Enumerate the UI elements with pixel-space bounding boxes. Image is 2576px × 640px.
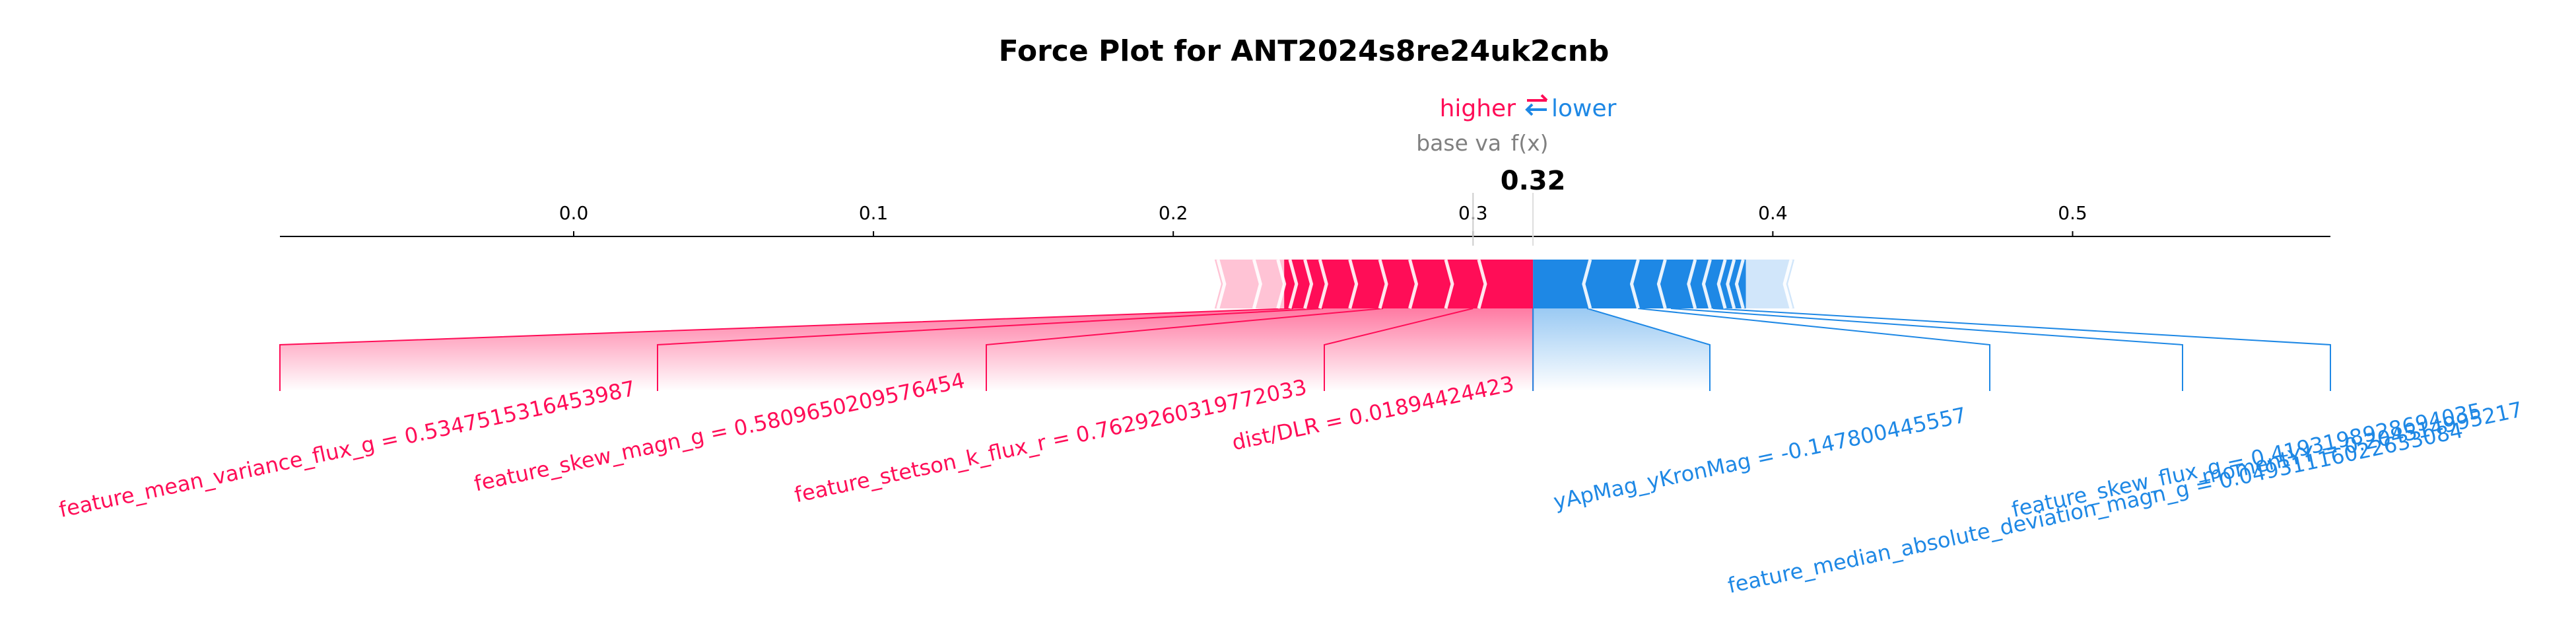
x-tick-label: 0.4 <box>1758 202 1788 224</box>
negative-link <box>1586 308 1711 391</box>
legend-higher-label: higher <box>1440 95 1516 122</box>
negative-segment-divider <box>1629 259 1640 309</box>
swap-arrows-icon <box>1525 94 1548 116</box>
x-tick-label: 0.5 <box>2058 202 2087 224</box>
feature-links <box>279 308 2331 391</box>
x-tick-label: 0.0 <box>559 202 589 224</box>
positive-link <box>279 308 1293 391</box>
output-value-label: 0.32 <box>1501 166 1566 196</box>
positive-segment-divider <box>1477 259 1487 309</box>
x-tick-label: 0.1 <box>859 202 889 224</box>
negative-segment-divider <box>1782 259 1793 309</box>
positive-feature-label: feature_mean_variance_flux_g = 0.5347515… <box>57 376 638 522</box>
negative-segment-divider <box>1582 259 1592 309</box>
chart-title: Force Plot for ANT2024s8re24uk2cnb <box>999 34 1610 68</box>
negative-link <box>1637 308 1990 391</box>
negative-feature-label: momentYY = 0.204514995217 <box>2200 397 2525 489</box>
x-axis: 0.0 0.1 0.2 0.3 0.4 0.5 <box>280 193 2330 246</box>
positive-segment-divider <box>1348 259 1359 309</box>
negative-link <box>1712 308 2331 391</box>
negative-segment-divider <box>1656 259 1667 309</box>
positive-shading <box>280 308 1534 391</box>
negative-force-block <box>1533 260 1746 308</box>
positive-segment-divider <box>1252 259 1262 309</box>
legend-lower-label: lower <box>1551 95 1617 122</box>
x-tick-label: 0.2 <box>1159 202 1188 224</box>
negative-segment-divider <box>1734 259 1745 309</box>
negative-shading <box>1533 308 1713 391</box>
positive-segment-divider <box>1444 259 1454 309</box>
base-value-label: base va <box>1416 130 1501 156</box>
positive-segment-divider <box>1288 259 1299 309</box>
negative-feature-label: yApMag_yKronMag = -0.147800445557 <box>1551 402 1969 515</box>
feature-labels: feature_mean_variance_flux_g = 0.5347515… <box>57 368 2525 598</box>
force-bar <box>1214 259 1795 309</box>
negative-segment-divider <box>1687 259 1697 309</box>
positive-link <box>986 308 1384 391</box>
negative-segment-divider <box>1726 259 1736 309</box>
positive-link <box>1324 308 1474 391</box>
negative-link <box>1670 308 2183 391</box>
positive-segment-divider <box>1276 259 1287 309</box>
positive-segment-divider <box>1216 259 1227 309</box>
fx-label: f(x) <box>1511 130 1549 156</box>
positive-segment-divider <box>1408 259 1419 309</box>
negative-segment-divider <box>1716 259 1727 309</box>
positive-segment-divider <box>1303 259 1314 309</box>
positive-segment-divider <box>1318 259 1328 309</box>
negative-segment-divider <box>1701 259 1712 309</box>
legend: higher lower <box>1440 94 1617 122</box>
positive-segment-divider <box>1378 259 1388 309</box>
positive-link <box>657 308 1324 391</box>
